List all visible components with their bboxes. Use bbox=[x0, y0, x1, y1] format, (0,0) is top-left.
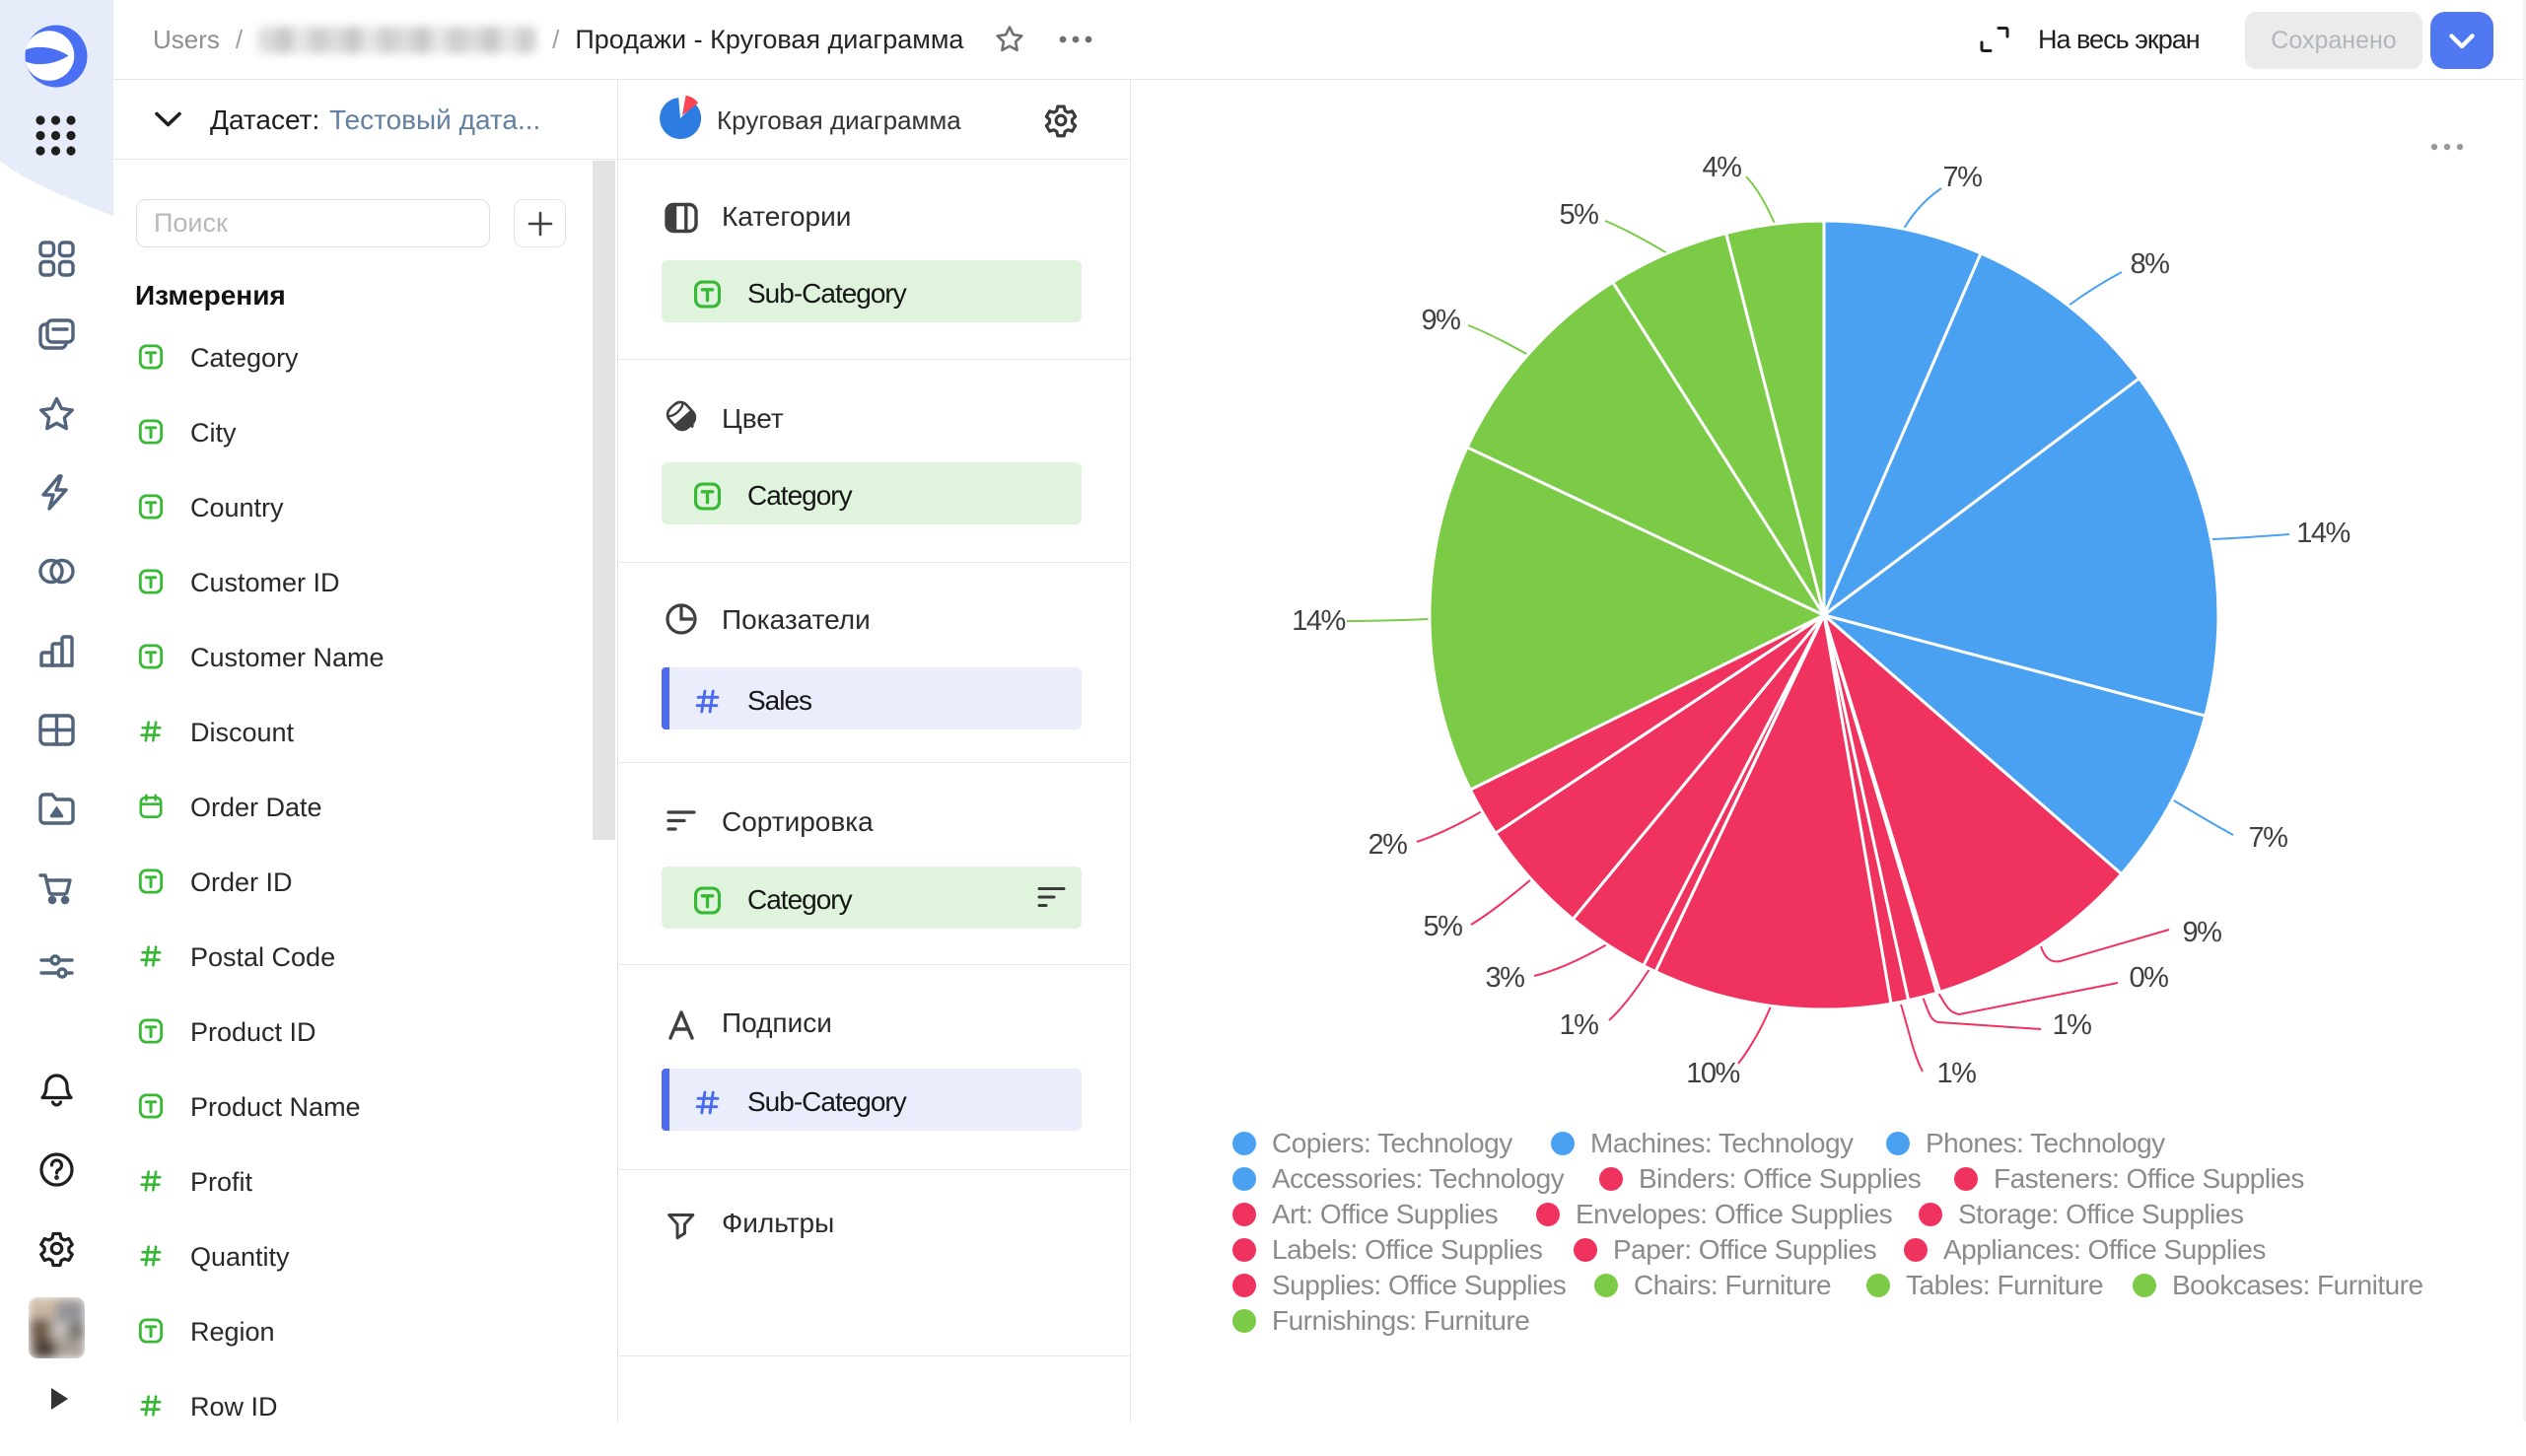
svg-text:3%: 3% bbox=[1486, 962, 1525, 994]
svg-text:4%: 4% bbox=[1703, 152, 1742, 183]
svg-text:0%: 0% bbox=[2130, 962, 2169, 994]
svg-text:10%: 10% bbox=[1686, 1058, 1739, 1089]
svg-text:14%: 14% bbox=[1292, 605, 1345, 637]
svg-text:1%: 1% bbox=[2053, 1009, 2092, 1041]
svg-text:5%: 5% bbox=[1424, 911, 1463, 942]
svg-text:1%: 1% bbox=[1937, 1058, 1977, 1089]
svg-text:1%: 1% bbox=[1560, 1009, 1599, 1041]
svg-text:14%: 14% bbox=[2296, 518, 2350, 549]
svg-text:5%: 5% bbox=[1560, 199, 1599, 231]
svg-text:7%: 7% bbox=[2249, 822, 2288, 854]
svg-text:2%: 2% bbox=[1368, 829, 1408, 861]
svg-text:7%: 7% bbox=[1943, 162, 1983, 193]
svg-text:9%: 9% bbox=[1422, 305, 1461, 336]
svg-text:9%: 9% bbox=[2183, 917, 2222, 948]
svg-text:8%: 8% bbox=[2131, 248, 2170, 280]
